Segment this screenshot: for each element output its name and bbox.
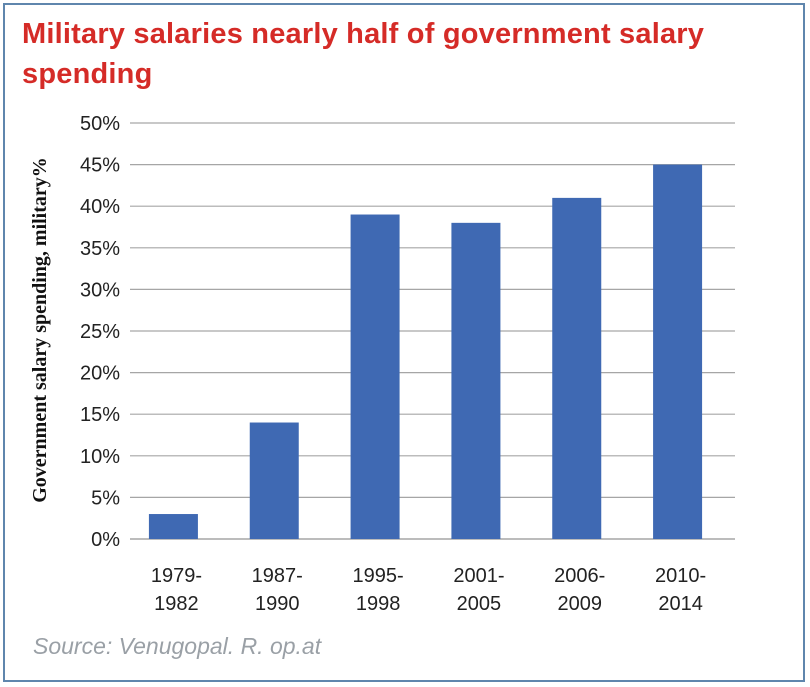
y-tick-label: 50% xyxy=(80,113,120,135)
x-tick-label: 1979-1982 xyxy=(151,565,202,615)
x-tick-label: 1995-1998 xyxy=(353,565,404,615)
bar xyxy=(451,222,501,539)
y-tick-label: 25% xyxy=(80,321,120,343)
bar xyxy=(249,422,299,539)
y-axis-label: Government salary spending, military% xyxy=(29,157,51,503)
x-tick-label: 1987-1990 xyxy=(252,565,303,615)
chart-title: Military salaries nearly half of governm… xyxy=(22,18,705,90)
gridlines xyxy=(130,122,735,540)
bar xyxy=(653,164,703,539)
y-tick-label: 20% xyxy=(80,363,120,385)
y-tick-label: 40% xyxy=(80,196,120,218)
bars xyxy=(148,164,703,539)
x-tick-label: 2010-2014 xyxy=(655,565,706,615)
y-tick-label: 5% xyxy=(91,487,120,509)
bar xyxy=(148,514,198,539)
y-tick-label: 15% xyxy=(80,404,120,426)
x-tick-label: 2006-2009 xyxy=(554,565,605,615)
y-tick-label: 45% xyxy=(80,155,120,177)
y-tick-label: 30% xyxy=(80,279,120,301)
bar xyxy=(350,214,400,539)
y-tick-label: 35% xyxy=(80,238,120,260)
y-tick-label: 0% xyxy=(91,529,120,551)
y-tick-label: 10% xyxy=(80,446,120,468)
source-note: Source: Venugopal. R. op.at xyxy=(33,633,322,659)
x-tick-label: 2001-2005 xyxy=(453,565,504,615)
bar xyxy=(552,197,602,539)
y-axis-ticks: 0% 5% 10% 15% 20% 25% 30% 35% 40% 45% 50% xyxy=(80,113,120,551)
x-axis-ticks: 1979-1982 1987-1990 1995-1998 2001-2005 2006… xyxy=(151,565,706,615)
